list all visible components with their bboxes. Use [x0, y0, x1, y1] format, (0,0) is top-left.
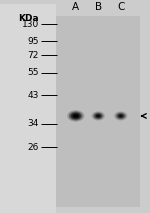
Text: 26: 26 [28, 143, 39, 152]
Ellipse shape [114, 111, 128, 121]
Bar [56, 16, 140, 207]
Ellipse shape [118, 114, 123, 118]
Text: 55: 55 [27, 68, 39, 77]
Ellipse shape [115, 112, 126, 120]
Ellipse shape [67, 110, 84, 122]
Ellipse shape [69, 111, 83, 121]
Ellipse shape [93, 112, 104, 120]
Text: A: A [72, 1, 79, 12]
Ellipse shape [96, 114, 101, 118]
Text: 34: 34 [28, 119, 39, 128]
Text: 43: 43 [28, 91, 39, 99]
Ellipse shape [92, 111, 105, 121]
Ellipse shape [74, 115, 78, 117]
Bar [0, 4, 56, 213]
Ellipse shape [119, 115, 122, 117]
Ellipse shape [94, 113, 102, 119]
Ellipse shape [97, 115, 100, 117]
Text: 95: 95 [27, 37, 39, 46]
Bar [140, 4, 150, 213]
Text: KDa: KDa [18, 14, 39, 23]
Ellipse shape [71, 112, 81, 119]
Text: 72: 72 [28, 51, 39, 60]
Text: 130: 130 [22, 20, 39, 29]
Text: B: B [95, 1, 102, 12]
Ellipse shape [72, 114, 79, 118]
Ellipse shape [117, 113, 125, 119]
Text: C: C [117, 1, 124, 12]
